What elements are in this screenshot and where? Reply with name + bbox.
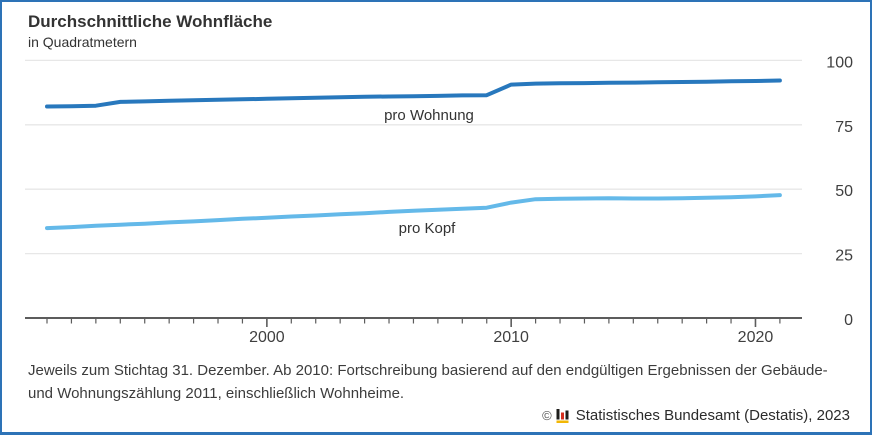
destatis-logo-icon [556,409,569,423]
chart-canvas: 2000 2010 2020 0 25 50 75 100 pro Wohnung pro Kop… [25,54,853,346]
x-tick-label-2000: 2000 [249,329,285,346]
source-credit-text: Statistisches Bundesamt (Destatis), 2023 [575,407,850,424]
footnote-text: Jeweils zum Stichtag 31. Dezember. Ab 20… [28,362,828,402]
y-tick-label-0: 0 [844,312,853,329]
x-tick-label-2020: 2020 [738,329,774,346]
chart-unit-subtitle: in Quadratmetern [28,34,137,50]
x-tick-label-2010: 2010 [493,329,529,346]
line-pro-wohnung [45,78,782,109]
y-tick-label-75: 75 [835,119,853,136]
copyright-symbol: © [542,408,552,423]
source-credit: © Statistisches Bundesamt (Destatis), 20… [542,407,850,424]
y-tick-label-100: 100 [826,54,853,71]
series-label-pro-wohnung: pro Wohnung [384,107,474,124]
line-pro-kopf [45,193,782,231]
page-title: Durchschnittliche Wohnfläche [28,12,273,31]
series-label-pro-kopf: pro Kopf [399,220,457,237]
y-tick-label-50: 50 [835,183,853,200]
y-tick-label-25: 25 [835,248,853,265]
